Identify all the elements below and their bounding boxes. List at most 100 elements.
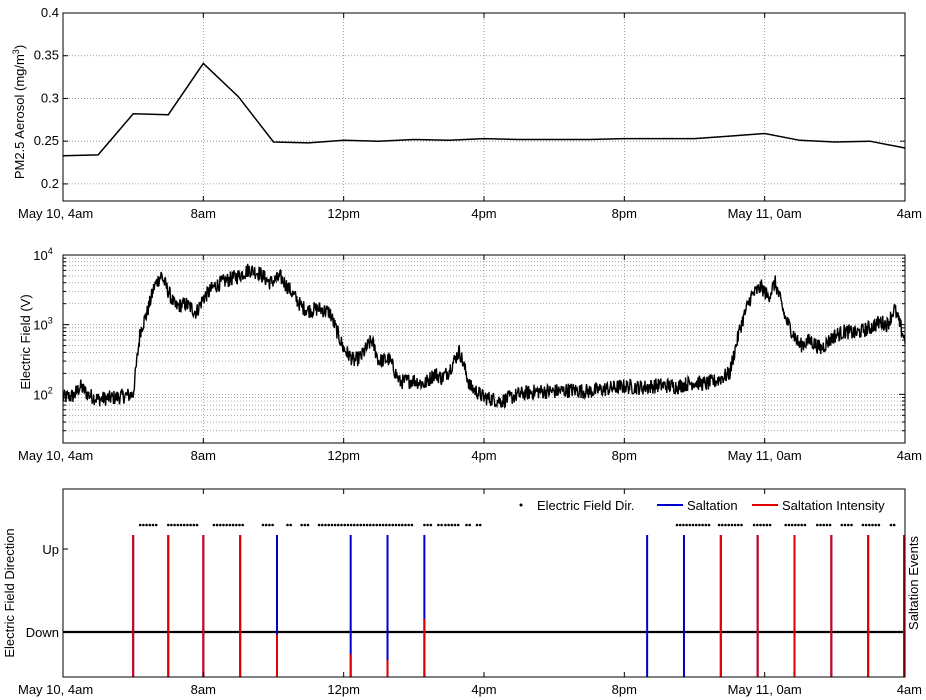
pm25-y-tick-label: 0.4 xyxy=(41,5,59,20)
direction-up-point xyxy=(261,523,265,527)
saltation-x-tick-label: May 10, 4am xyxy=(18,682,93,697)
efield-x-tick-label: 8am xyxy=(191,448,216,463)
direction-up-point xyxy=(167,523,170,527)
direction-up-point xyxy=(337,523,340,527)
efield-y-axis-label: Electric Field (V) xyxy=(18,294,33,389)
direction-up-point xyxy=(828,523,832,527)
pm25-y-tick-label: 0.25 xyxy=(34,133,59,148)
direction-up-point xyxy=(225,523,228,527)
legend-label-saltation: Saltation xyxy=(687,498,738,513)
direction-up-point xyxy=(359,523,363,527)
direction-up-point xyxy=(381,523,385,527)
direction-up-point xyxy=(385,523,388,527)
direction-up-point xyxy=(327,523,331,527)
direction-up-point xyxy=(468,523,472,527)
direction-up-point xyxy=(170,523,173,527)
pm25-x-tick-label: 8am xyxy=(191,206,216,221)
direction-up-point xyxy=(268,523,271,527)
saltation-x-tick-label: May 11, 0am xyxy=(728,682,802,697)
direction-up-point xyxy=(394,523,398,527)
pm25-ylabel-main: PM2.5 Aerosol (mg/m xyxy=(12,54,27,179)
direction-up-point xyxy=(465,523,468,527)
direction-up-point xyxy=(765,523,769,527)
direction-up-point xyxy=(889,523,893,527)
direction-up-point xyxy=(426,523,429,527)
direction-up-point xyxy=(691,523,695,527)
pm25-y-tick-label: 0.2 xyxy=(41,176,59,191)
direction-up-point xyxy=(241,523,244,527)
direction-up-point xyxy=(733,523,737,527)
direction-up-point xyxy=(397,523,401,527)
efield-x-tick-label: 8pm xyxy=(612,448,637,463)
direction-up-point xyxy=(675,523,679,527)
saltation-x-tick-label: 4pm xyxy=(471,682,496,697)
direction-up-point xyxy=(391,523,395,527)
direction-up-point xyxy=(816,523,819,527)
direction-up-point xyxy=(195,523,199,527)
pm25-ylabel-sup: 3 xyxy=(11,49,21,54)
pm25-x-tick-label: 12pm xyxy=(327,206,360,221)
pm25-series xyxy=(62,62,906,157)
direction-up-point xyxy=(423,523,426,527)
direction-y-tick-label: Down xyxy=(26,625,59,640)
direction-up-point xyxy=(797,523,800,527)
direction-up-point xyxy=(678,523,682,527)
direction-up-point xyxy=(478,523,482,527)
saltation-x-tick-label: 12pm xyxy=(327,682,360,697)
direction-up-point xyxy=(694,523,698,527)
pm25-grid xyxy=(62,12,906,201)
saltation-y-ticks: Up Down xyxy=(26,542,68,640)
pm25-y-axis-label: PM2.5 Aerosol (mg/m3) xyxy=(11,45,27,179)
direction-up-point xyxy=(437,523,440,527)
direction-up-point xyxy=(447,523,450,527)
direction-up-point xyxy=(179,523,183,527)
direction-up-point xyxy=(759,523,762,527)
pm25-x-tick-label: May 11, 0am xyxy=(728,206,802,221)
direction-up-point xyxy=(800,523,803,527)
direction-up-point xyxy=(861,523,865,527)
saltation-x-tick-label: 4am xyxy=(897,682,922,697)
direction-up-point xyxy=(787,523,791,527)
direction-up-point xyxy=(286,523,289,527)
pm25-y-tick-label: 0.3 xyxy=(41,90,59,105)
saltation-panel: Up Down May 10, 4am 8am 12pm 4pm 8pm May 11, 0… xyxy=(2,488,922,697)
direction-up-point xyxy=(803,523,807,527)
efield-grid xyxy=(62,254,906,444)
pm25-x-tick-label: 8pm xyxy=(612,206,637,221)
efield-y-ticks: 102 103 104 xyxy=(33,246,905,444)
direction-up-point xyxy=(353,523,356,527)
saltation-axes-frame xyxy=(62,488,906,678)
direction-up-point xyxy=(365,523,369,527)
direction-up-point xyxy=(440,523,443,527)
direction-up-point xyxy=(864,523,868,527)
direction-y-tick-label: Up xyxy=(42,542,59,557)
efield-x-tick-label: May 11, 0am xyxy=(728,448,802,463)
direction-up-point xyxy=(825,523,829,527)
saltation-events-right-label: Saltation Events xyxy=(906,536,921,630)
direction-up-point xyxy=(843,523,847,527)
pm25-x-tick-label: 4pm xyxy=(471,206,496,221)
direction-up-point xyxy=(707,523,711,527)
direction-up-point xyxy=(410,523,414,527)
pm25-x-tick-label: 4am xyxy=(897,206,922,221)
direction-up-point xyxy=(151,523,155,527)
direction-up-point xyxy=(450,523,454,527)
direction-up-point xyxy=(429,523,433,527)
direction-up-point xyxy=(877,523,881,527)
pm25-ylabel-close: ) xyxy=(12,45,27,49)
direction-up-point xyxy=(346,523,350,527)
direction-up-point xyxy=(730,523,734,527)
direction-up-point xyxy=(138,523,142,527)
direction-up-point xyxy=(822,523,825,527)
direction-up-point xyxy=(231,523,235,527)
legend-label-intensity: Saltation Intensity xyxy=(782,498,885,513)
direction-up-point xyxy=(145,523,148,527)
direction-up-point xyxy=(388,523,391,527)
direction-up-point xyxy=(790,523,794,527)
pm25-panel: 0.2 0.25 0.3 0.35 0.4 May 10, 4am 8am 12pm 4pm 8… xyxy=(11,5,922,221)
direction-up-point xyxy=(762,523,765,527)
saltation-series xyxy=(63,523,905,677)
direction-up-point xyxy=(794,523,797,527)
direction-up-point xyxy=(189,523,192,527)
efield-line xyxy=(62,263,906,410)
